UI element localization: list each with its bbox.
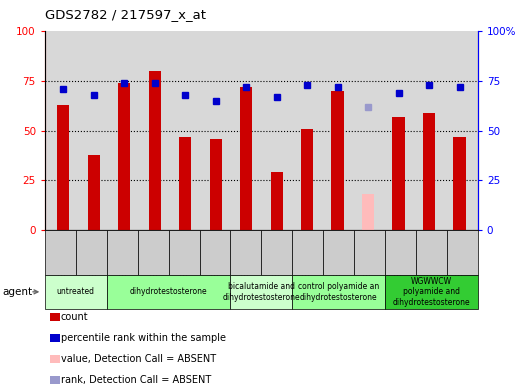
Text: count: count bbox=[61, 312, 88, 322]
Text: agent: agent bbox=[3, 287, 33, 297]
Bar bbox=[392, 117, 404, 230]
Text: WGWWCW
polyamide and
dihydrotestosterone: WGWWCW polyamide and dihydrotestosterone bbox=[393, 277, 470, 307]
Bar bbox=[88, 154, 100, 230]
Bar bbox=[57, 104, 69, 230]
Text: value, Detection Call = ABSENT: value, Detection Call = ABSENT bbox=[61, 354, 216, 364]
Bar bbox=[454, 137, 466, 230]
Text: control polyamide an
dihydrotestosterone: control polyamide an dihydrotestosterone bbox=[298, 282, 379, 301]
Bar bbox=[332, 91, 344, 230]
Bar bbox=[423, 113, 435, 230]
Bar bbox=[210, 139, 222, 230]
Bar bbox=[148, 71, 161, 230]
Bar bbox=[240, 87, 252, 230]
Bar bbox=[118, 83, 130, 230]
Text: rank, Detection Call = ABSENT: rank, Detection Call = ABSENT bbox=[61, 375, 211, 384]
Bar bbox=[270, 172, 282, 230]
Text: percentile rank within the sample: percentile rank within the sample bbox=[61, 333, 226, 343]
Text: untreated: untreated bbox=[57, 287, 95, 296]
Bar bbox=[362, 194, 374, 230]
Bar bbox=[179, 137, 191, 230]
Text: dihydrotestosterone: dihydrotestosterone bbox=[130, 287, 208, 296]
Text: GDS2782 / 217597_x_at: GDS2782 / 217597_x_at bbox=[45, 8, 206, 21]
Bar bbox=[301, 129, 313, 230]
Text: bicalutamide and
dihydrotestosterone: bicalutamide and dihydrotestosterone bbox=[222, 282, 300, 301]
